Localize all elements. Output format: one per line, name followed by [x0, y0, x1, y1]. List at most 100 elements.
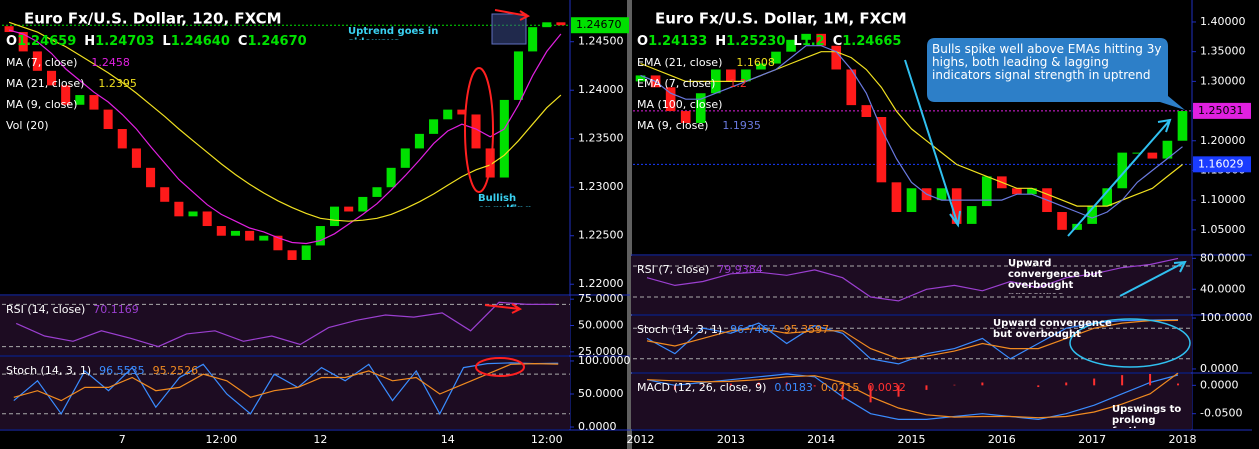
annotation-box: Uptrend goes in sideways — [348, 26, 438, 40]
candle — [245, 230, 255, 241]
pane-name: Stoch (14, 3, 1) — [637, 323, 722, 336]
indicator-line — [646, 319, 1179, 365]
legend-value: 1.2 — [729, 77, 747, 90]
x-tick-label: 12 — [313, 433, 327, 446]
candle — [680, 111, 691, 123]
candle — [75, 95, 85, 105]
histogram-bar — [1093, 378, 1096, 386]
candle — [18, 32, 28, 52]
candle — [4, 26, 14, 33]
price-marker — [1193, 156, 1251, 173]
price-marker — [1193, 102, 1251, 119]
pane-name: RSI (7, close) — [637, 263, 709, 276]
ma-line — [640, 51, 1183, 207]
candle — [966, 206, 977, 224]
legend-entry: EMA (7, close) 1.2 — [637, 77, 747, 90]
legend-name: MA (21, close) — [6, 77, 84, 90]
annotation: Upward convergence but overbought pressu… — [1008, 258, 1103, 294]
indicator-line — [646, 319, 1179, 360]
candle — [117, 129, 127, 149]
candle — [202, 211, 212, 227]
ma-line — [640, 45, 1183, 219]
ohlc-value: 1.2 — [802, 34, 825, 49]
candle — [1147, 152, 1158, 159]
annotation-box: Bullish engulfing — [478, 193, 531, 207]
y-tick-label: 50.0000 — [578, 319, 624, 332]
candle — [1177, 111, 1188, 141]
candle — [89, 95, 99, 110]
candle — [273, 235, 283, 251]
candle — [216, 226, 226, 236]
candle — [936, 188, 947, 201]
pane-value: 0.0183 — [774, 381, 813, 394]
ohlc-key: L — [162, 34, 170, 49]
highlight-ellipse — [464, 67, 494, 193]
ohlc-key: C — [238, 34, 248, 49]
ohlc-value: 1.24665 — [842, 34, 901, 49]
pane-name: Stoch (14, 3, 1) — [6, 364, 91, 377]
ohlc-key: H — [715, 34, 726, 49]
candle — [358, 196, 368, 212]
indicator-line — [13, 362, 559, 402]
ohlc-value: 1.24659 — [17, 34, 76, 49]
ohlc-value: 1.24133 — [648, 34, 707, 49]
x-tick-label: 2015 — [898, 433, 926, 446]
histogram-bar — [841, 385, 844, 400]
candle — [665, 87, 676, 112]
candle — [846, 69, 857, 106]
legend-entry: MA (7, close) 1.2458 — [6, 56, 130, 69]
price-marker-label: 1.24670 — [576, 18, 622, 31]
legend-name: EMA (21, close) — [637, 56, 722, 69]
pane-value: 96.5535 — [99, 364, 145, 377]
x-tick-label: 2014 — [807, 433, 835, 446]
candle — [876, 116, 887, 183]
pane-value: 79.9384 — [717, 263, 763, 276]
candle — [344, 206, 354, 212]
chart-title: Euro Fx/U.S. Dollar, 120, FXCM — [24, 10, 282, 28]
legend-name: EMA (7, close) — [637, 77, 715, 90]
candle — [32, 51, 42, 71]
legend-value: 1.1608 — [736, 56, 775, 69]
candle — [1027, 188, 1037, 195]
callout: Bulls spike well above EMAs hitting 3y h… — [932, 43, 1161, 82]
arrow — [904, 59, 961, 228]
candle — [1012, 188, 1022, 195]
pane-background — [0, 357, 570, 429]
y-tick-label: 0.0000 — [578, 420, 617, 433]
y-tick-label: 100.0000 — [578, 354, 631, 367]
x-tick-label: 7 — [119, 433, 126, 446]
x-tick-label: 12:00 — [531, 433, 563, 446]
candle — [741, 69, 751, 82]
y-tick-label: 25.0000 — [578, 345, 624, 358]
candle — [786, 39, 796, 52]
candle — [471, 114, 481, 149]
legend-value: 1.2458 — [91, 56, 130, 69]
ma-line — [8, 29, 562, 245]
x-tick-label: 12:00 — [205, 433, 237, 446]
x-tick-label: 14 — [441, 433, 455, 446]
histogram-bar — [813, 385, 816, 387]
annotation: Bullish engulfing — [478, 193, 531, 207]
price-marker-label: 1.16029 — [1198, 157, 1244, 170]
candle — [1102, 188, 1113, 207]
arrow — [494, 9, 531, 21]
callout-bubble — [927, 38, 1185, 110]
legend-entry: MA (100, close) — [637, 98, 722, 111]
candle — [131, 148, 141, 168]
candle — [400, 148, 410, 168]
ohlc-key: H — [84, 34, 95, 49]
annotation-box: Upward convergence but overbought pressu… — [1008, 258, 1103, 294]
chart-title: Euro Fx/U.S. Dollar, 1M, FXCM — [655, 10, 907, 28]
indicator-line — [646, 372, 1179, 419]
pane-label: RSI (14, close) 70.1169 — [6, 303, 139, 316]
ohlc: O1.24133 H1.25230 L1.2 C1.24665 — [637, 34, 901, 49]
candle — [861, 105, 872, 117]
candle — [635, 75, 646, 82]
arrow — [1067, 118, 1172, 237]
candle — [981, 176, 992, 207]
histogram-bar — [701, 385, 704, 386]
candle — [1057, 212, 1067, 230]
pane-label: MACD (12, 26, close, 9) 0.0183 0.0215 0.003… — [637, 381, 906, 394]
y-tick-label: -0.0500 — [1200, 407, 1242, 420]
